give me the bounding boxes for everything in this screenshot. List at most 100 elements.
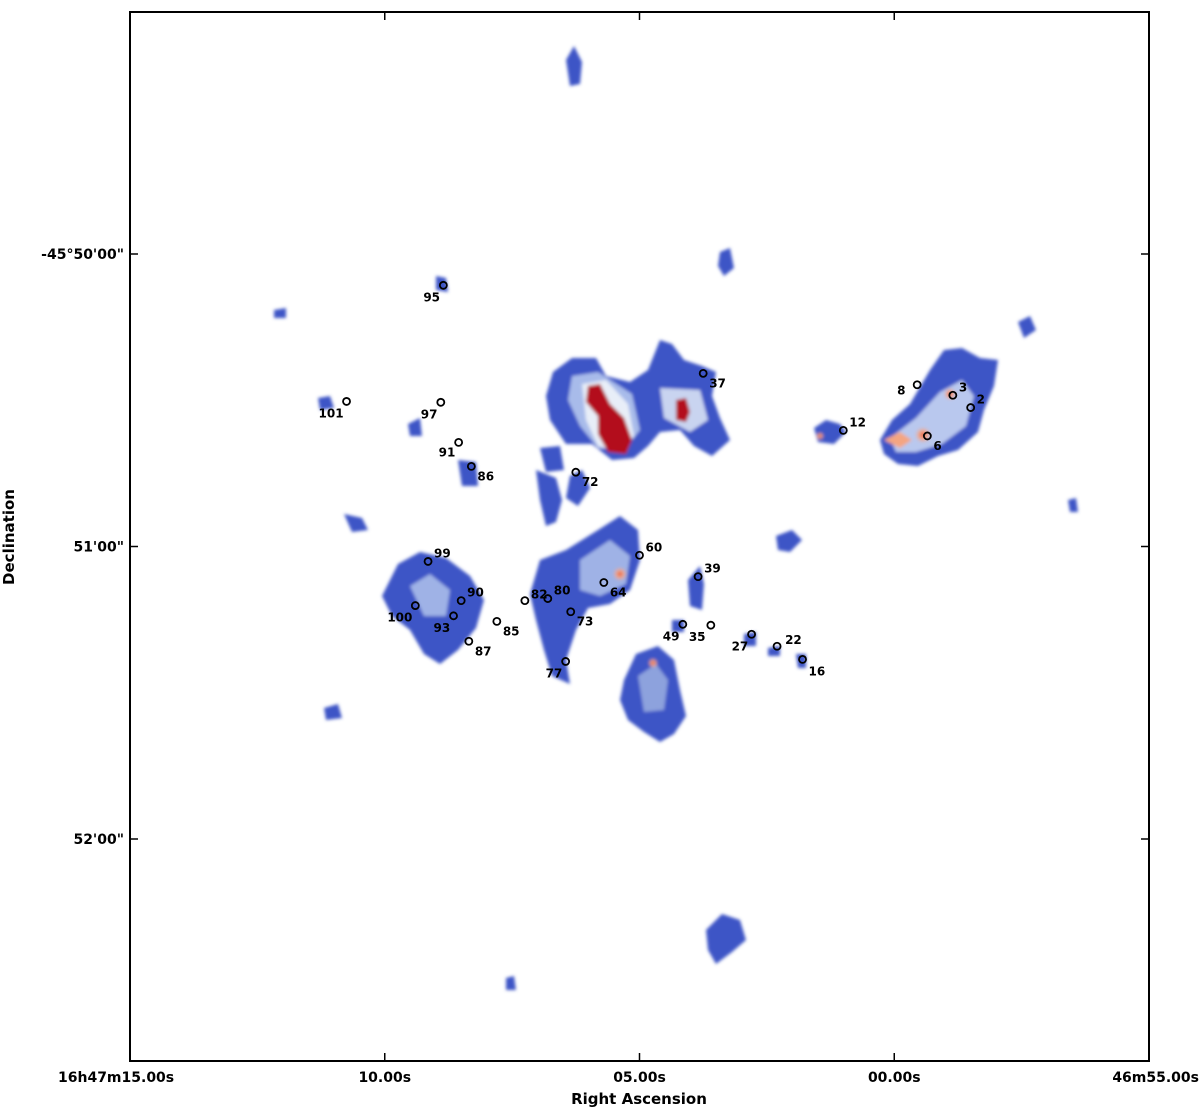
source-circle <box>449 611 458 621</box>
x-axis-title: Right Ascension <box>571 1090 707 1108</box>
source-label: 97 <box>421 407 438 421</box>
source-label: 6 <box>933 439 941 453</box>
source-circle <box>410 601 420 610</box>
axes: 16h47m15.00s 10.00s 05.00s 00.00s 46m55.00s -… <box>41 12 1199 1086</box>
source-label: 73 <box>577 615 594 629</box>
source-circle <box>912 380 922 390</box>
source-circle <box>693 572 703 582</box>
source-marker: 12 <box>838 415 866 435</box>
source-circle <box>456 596 466 606</box>
source-label: 3 <box>959 380 967 394</box>
source-label: 86 <box>477 469 494 483</box>
source-marker: 35 <box>689 620 716 644</box>
source-marker: 90 <box>456 586 484 606</box>
x-tick-label: 00.00s <box>868 1070 921 1086</box>
source-label: 99 <box>434 546 451 560</box>
source-circle <box>436 397 446 407</box>
source-circle <box>454 437 464 447</box>
source-circle <box>464 636 474 646</box>
source-marker: 2 <box>966 393 985 412</box>
source-circle <box>561 657 571 666</box>
plot-frame <box>129 11 1150 1062</box>
source-label: 82 <box>531 588 548 602</box>
source-label: 37 <box>709 376 726 390</box>
emission-map <box>274 46 1078 990</box>
source-circle <box>566 607 576 617</box>
x-tick-label: 46m55.00s <box>1112 1070 1199 1086</box>
source-label: 27 <box>732 639 749 653</box>
source-label: 72 <box>582 475 599 489</box>
source-circle <box>342 397 351 406</box>
source-circle <box>948 390 958 400</box>
source-circle <box>466 461 476 471</box>
source-marker: 86 <box>466 461 494 483</box>
source-label: 22 <box>785 633 802 647</box>
source-label: 49 <box>663 629 680 643</box>
source-marker: 3 <box>948 380 967 400</box>
source-circle <box>922 431 932 441</box>
source-circle <box>678 619 688 629</box>
source-circle <box>492 616 502 626</box>
y-tick-label: 52'00" <box>73 832 124 848</box>
source-markers: 23 6 8 12 16 22 27 35 37 39 49 60 64 72 73 77 80 82 85 86 87… <box>319 280 985 680</box>
source-circle <box>798 655 807 664</box>
source-label: 95 <box>423 290 440 304</box>
source-label: 8 <box>897 384 905 398</box>
source-label: 90 <box>467 586 484 600</box>
source-label: 100 <box>387 611 412 625</box>
source-marker: 16 <box>798 655 826 678</box>
source-marker: 93 <box>434 611 458 635</box>
y-axis-title: Declination <box>0 489 18 585</box>
source-label: 93 <box>434 621 451 635</box>
source-marker: 82 <box>520 588 548 606</box>
source-circle <box>747 629 756 639</box>
source-label: 35 <box>689 630 706 644</box>
source-label: 16 <box>809 664 826 678</box>
source-marker: 37 <box>698 368 726 390</box>
y-tick-label: 51'00" <box>73 540 124 556</box>
source-label: 101 <box>319 406 344 420</box>
source-marker: 95 <box>423 280 448 304</box>
source-marker: 6 <box>922 431 942 453</box>
source-label: 80 <box>554 584 571 598</box>
source-label: 85 <box>503 624 520 638</box>
source-label: 87 <box>475 644 492 658</box>
source-marker: 100 <box>387 601 420 625</box>
source-marker: 77 <box>546 657 571 680</box>
source-marker: 72 <box>571 467 599 489</box>
source-circle <box>838 425 848 435</box>
source-marker: 27 <box>732 629 756 653</box>
source-marker: 99 <box>423 546 451 566</box>
source-marker: 8 <box>897 380 922 398</box>
source-circle <box>706 620 716 630</box>
source-label: 39 <box>704 562 721 576</box>
source-circle <box>438 280 448 290</box>
source-marker: 60 <box>635 540 663 560</box>
source-circle <box>966 403 976 412</box>
source-label: 64 <box>610 585 627 599</box>
source-marker: 39 <box>693 562 721 582</box>
source-label: 77 <box>546 666 563 680</box>
source-marker: 91 <box>439 437 464 459</box>
x-tick-label: 16h47m15.00s <box>58 1070 174 1086</box>
source-circle <box>772 641 782 651</box>
source-label: 91 <box>439 445 456 459</box>
emission-peak-central-a <box>586 384 632 454</box>
source-label: 60 <box>646 540 663 554</box>
source-marker: 85 <box>492 616 520 638</box>
source-marker: 87 <box>464 636 492 658</box>
source-circle <box>423 557 433 566</box>
source-marker: 73 <box>566 607 594 629</box>
y-tick-label: -45°50'00" <box>41 247 124 263</box>
source-marker: 49 <box>663 619 688 643</box>
source-label: 2 <box>977 393 985 407</box>
source-circle <box>543 594 553 603</box>
source-marker: 101 <box>319 397 351 420</box>
source-marker: 22 <box>772 633 802 651</box>
source-circle <box>599 578 609 587</box>
source-label: 12 <box>849 415 866 429</box>
source-circle <box>520 596 530 606</box>
source-marker: 64 <box>599 578 627 599</box>
source-marker: 97 <box>421 397 446 421</box>
